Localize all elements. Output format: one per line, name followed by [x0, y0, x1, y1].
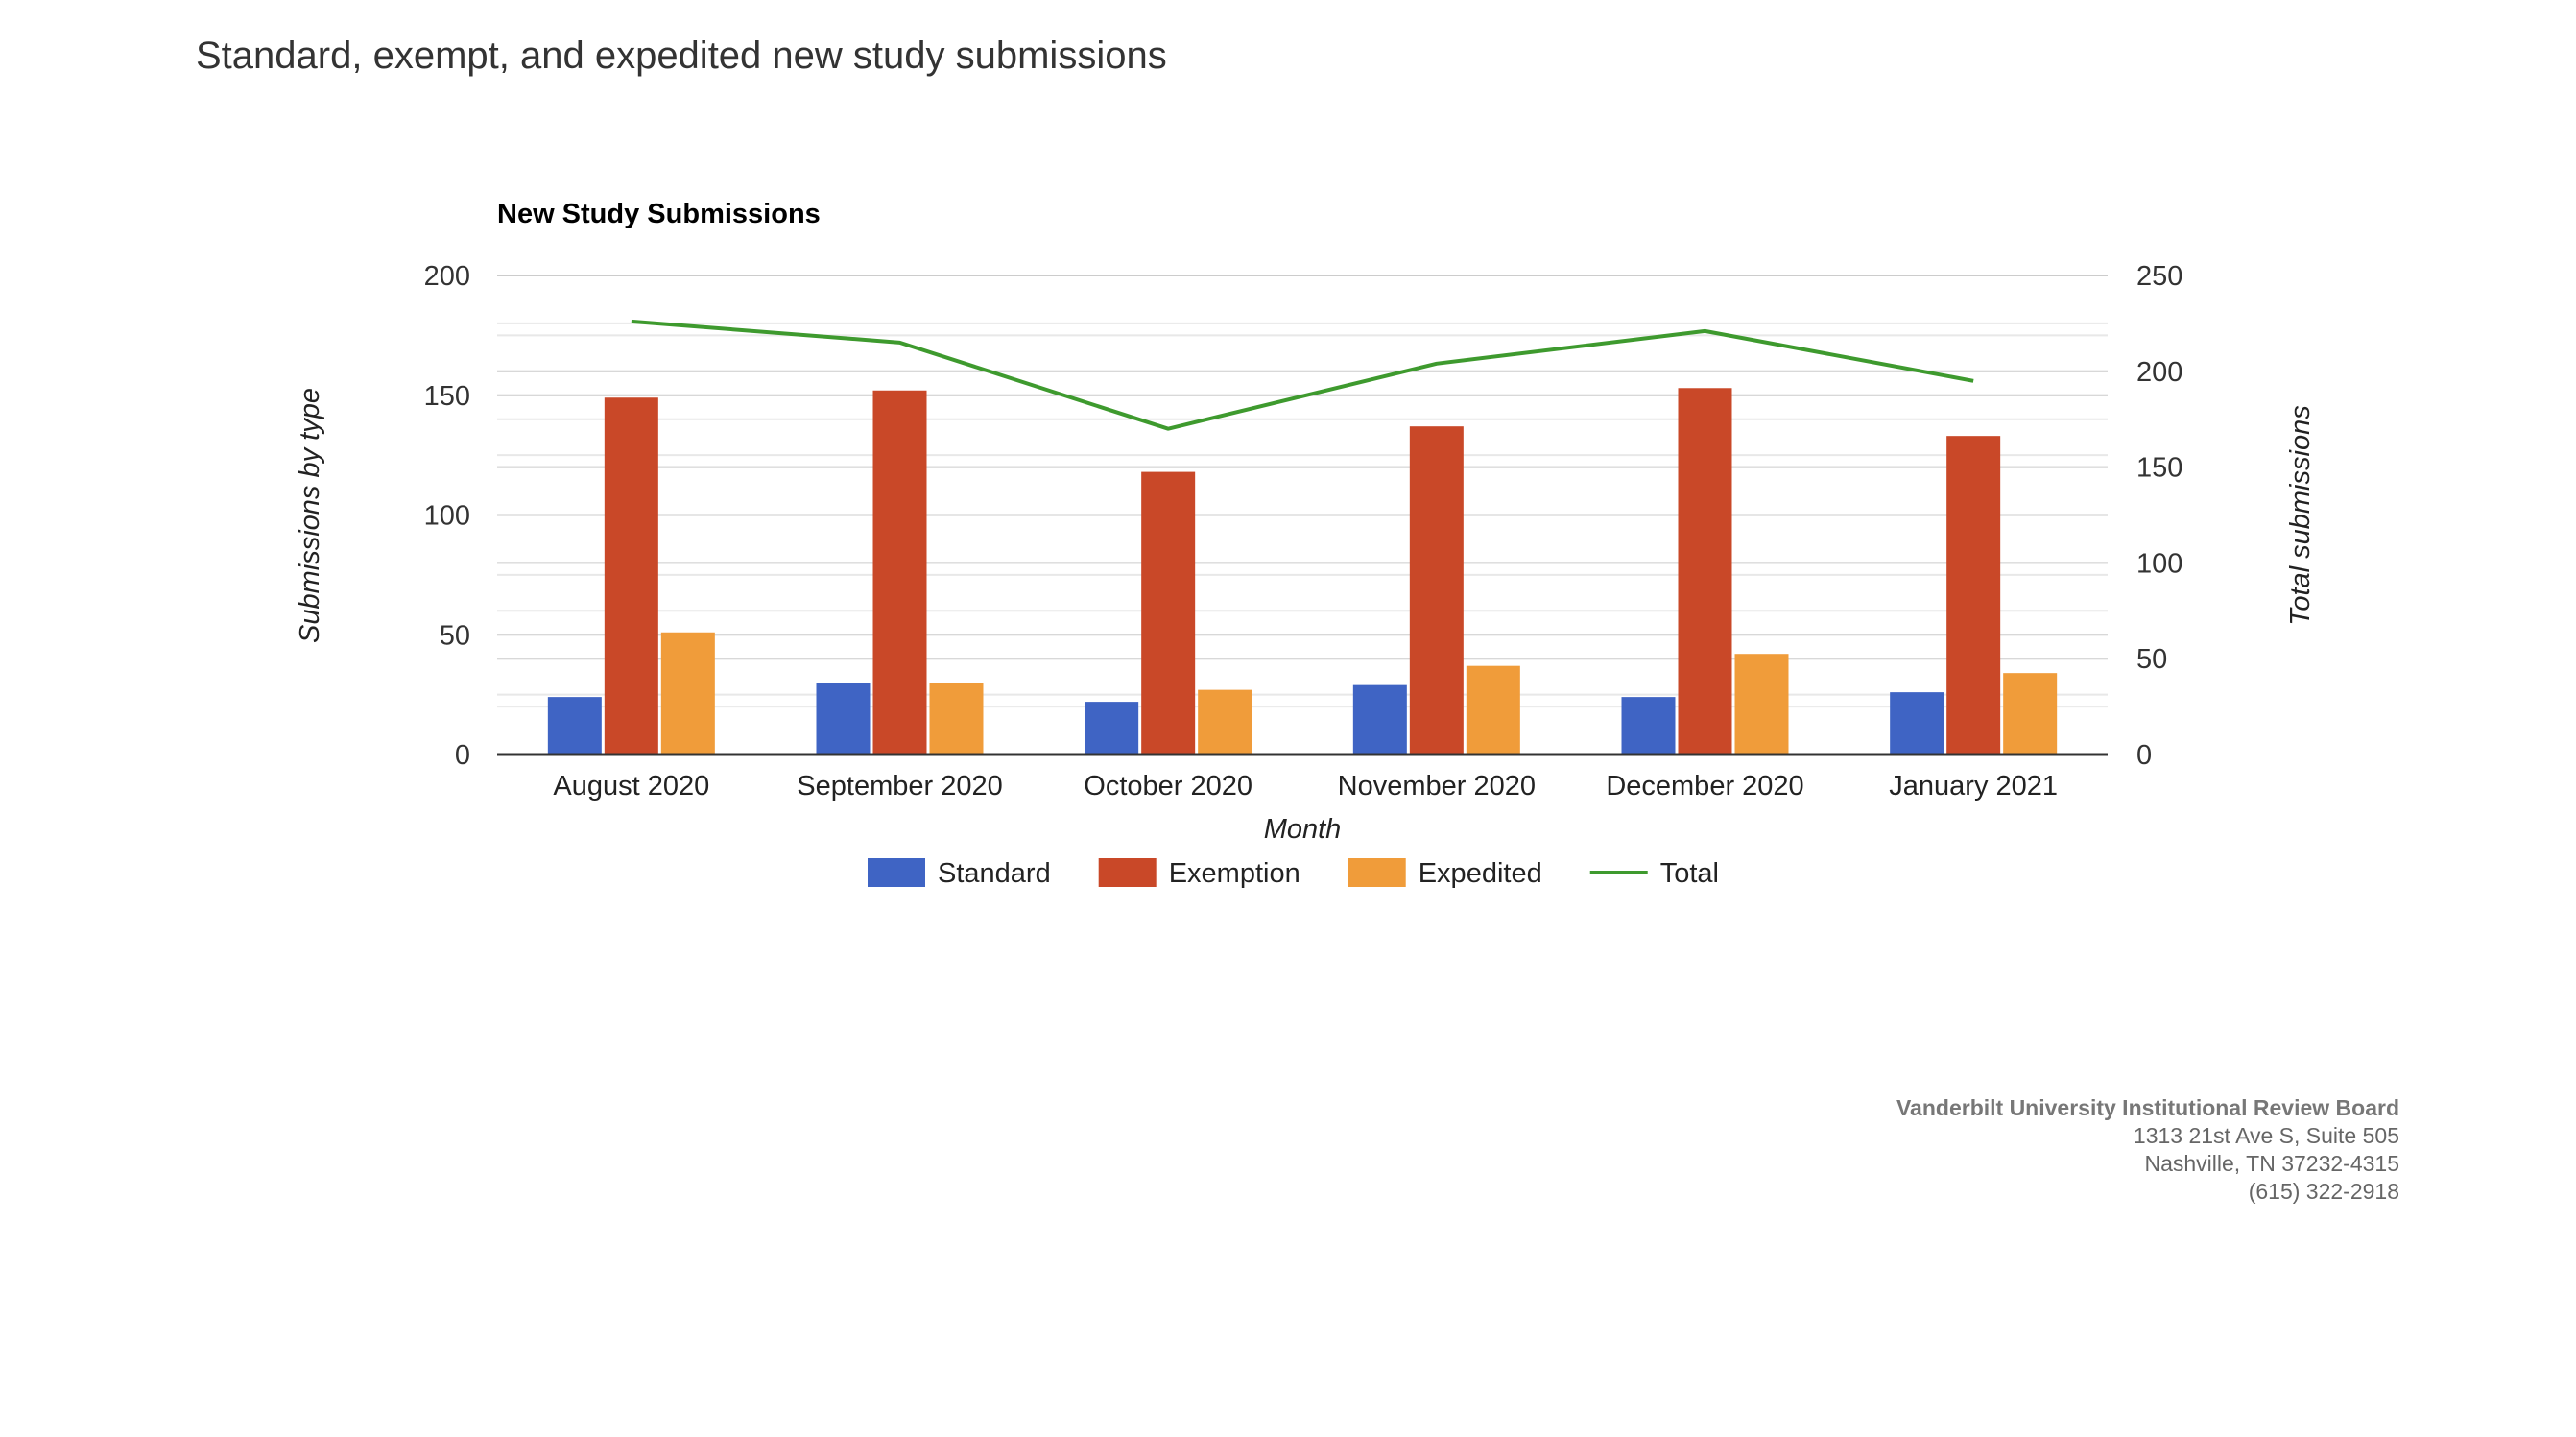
bar-exemption — [872, 390, 927, 754]
y2-tick-label: 200 — [2136, 357, 2182, 388]
bar-exemption — [604, 397, 658, 754]
x-tick-label: August 2020 — [553, 771, 709, 802]
legend-label-total: Total — [1660, 858, 1719, 889]
legend-swatch-exemption — [1098, 858, 1157, 887]
footer-address1: 1313 21st Ave S, Suite 505 — [2133, 1123, 2399, 1148]
x-tick-label: December 2020 — [1606, 771, 1803, 802]
x-tick-label: September 2020 — [797, 771, 1002, 802]
y-tick-label: 50 — [440, 620, 470, 651]
bar-standard — [1621, 697, 1676, 754]
bar-expedited — [1466, 665, 1520, 754]
x-axis-title: Month — [1264, 814, 1342, 845]
axes: 0 50 100 150 200 0 50 100 150 200 250 August 2020 Se… — [424, 261, 2183, 802]
footer-phone: (615) 322-2918 — [2248, 1179, 2399, 1204]
bar-expedited — [929, 683, 984, 754]
x-tick-label: October 2020 — [1084, 771, 1252, 802]
bar-standard — [1085, 702, 1139, 754]
legend-label-standard: Standard — [938, 858, 1051, 889]
footer: Vanderbilt University Institutional Revi… — [1896, 1094, 2399, 1206]
y2-tick-label: 250 — [2136, 261, 2182, 292]
footer-org: Vanderbilt University Institutional Revi… — [1896, 1095, 2399, 1120]
bar-standard — [1890, 692, 1944, 754]
y2-tick-label: 100 — [2136, 548, 2182, 579]
legend-swatch-expedited — [1348, 858, 1406, 887]
y-tick-label: 0 — [455, 740, 470, 771]
y-tick-label: 150 — [424, 381, 470, 412]
chart-title: New Study Submissions — [497, 199, 821, 229]
gridlines — [497, 275, 2108, 708]
legend-label-expedited: Expedited — [1419, 858, 1542, 889]
bar-exemption — [1946, 436, 2001, 754]
total-line — [631, 319, 1974, 431]
footer-address2: Nashville, TN 37232-4315 — [2144, 1151, 2399, 1176]
y2-tick-label: 150 — [2136, 453, 2182, 484]
bar-standard — [547, 697, 602, 754]
y2-tick-label: 50 — [2136, 644, 2167, 675]
legend: Standard Exemption Expedited Total — [868, 858, 1719, 889]
bar-exemption — [1678, 388, 1732, 754]
x-tick-label: November 2020 — [1338, 771, 1536, 802]
bar-expedited — [2003, 673, 2058, 754]
line-total — [631, 319, 1974, 431]
y2-tick-label: 0 — [2136, 740, 2152, 771]
bar-expedited — [1198, 689, 1252, 754]
bar-standard — [816, 683, 871, 754]
y-tick-label: 200 — [424, 261, 470, 292]
bar-expedited — [1734, 654, 1789, 754]
legend-swatch-standard — [868, 858, 925, 887]
bar-standard — [1352, 684, 1407, 754]
bar-expedited — [660, 632, 715, 754]
y-tick-label: 100 — [424, 501, 470, 532]
y-axis-title: Submissions by type — [295, 388, 325, 643]
bar-exemption — [1141, 471, 1196, 754]
bars — [547, 388, 2058, 754]
y2-axis-title: Total submissions — [2285, 405, 2316, 625]
page-title: Standard, exempt, and expedited new stud… — [196, 35, 1167, 77]
x-tick-label: January 2021 — [1889, 771, 2058, 802]
bar-exemption — [1409, 426, 1464, 754]
legend-label-exemption: Exemption — [1169, 858, 1300, 889]
